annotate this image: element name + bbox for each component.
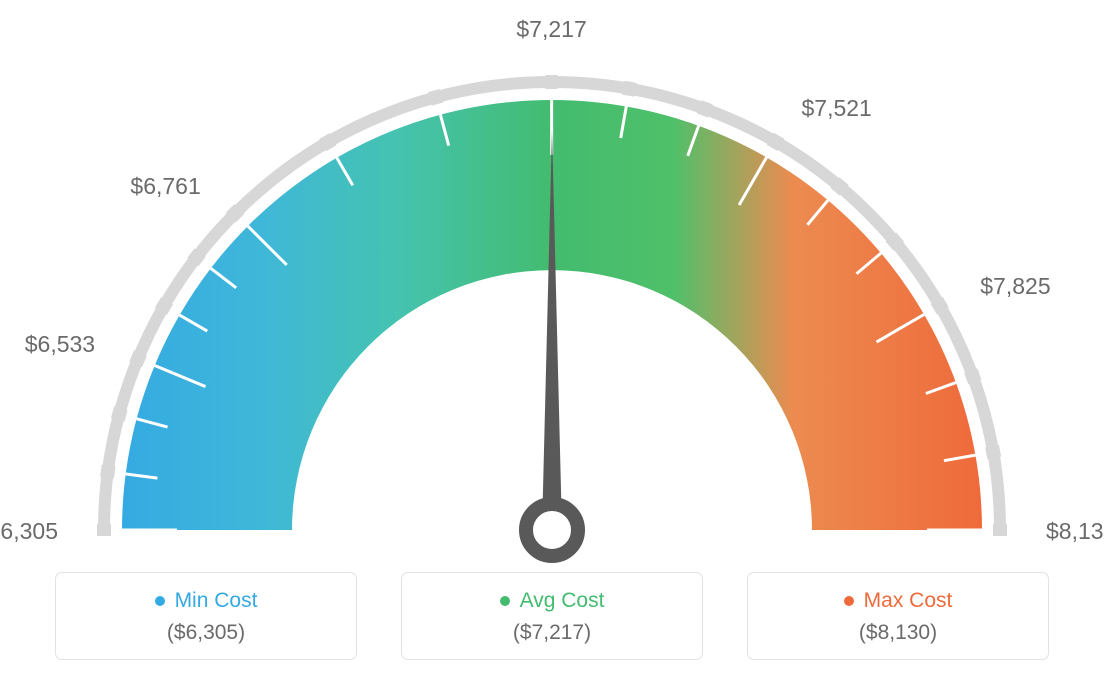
legend-title-max: Max Cost [844, 589, 953, 613]
gauge-tick-label: $6,761 [121, 173, 201, 200]
legend-box-avg: Avg Cost ($7,217) [401, 572, 703, 660]
legend-box-min: Min Cost ($6,305) [55, 572, 357, 660]
legend-title-min: Min Cost [155, 589, 258, 613]
gauge-svg [22, 20, 1082, 580]
legend-box-max: Max Cost ($8,130) [747, 572, 1049, 660]
gauge-tick-label: $7,825 [980, 273, 1050, 300]
gauge-tick-label: $8,130 [1046, 518, 1104, 545]
cost-gauge-chart: { "chart": { "type": "gauge", "backgroun… [0, 0, 1104, 690]
gauge-tick-label: $7,521 [802, 95, 872, 122]
legend-label: Min Cost [175, 589, 258, 613]
legend-row: Min Cost ($6,305) Avg Cost ($7,217) Max Cost… [0, 572, 1104, 660]
gauge-tick-label: $6,533 [15, 331, 95, 358]
gauge-hub [526, 504, 578, 556]
gauge-tick-label: $6,305 [0, 518, 58, 545]
gauge-tick-label: $7,217 [512, 16, 592, 43]
legend-dot-min [155, 596, 165, 606]
legend-dot-avg [500, 596, 510, 606]
gauge-area: $6,305 $6,533 $6,761 $7,217 $7,521 $7,825 $8,1… [0, 0, 1104, 560]
legend-value: ($7,217) [402, 621, 702, 645]
legend-label: Max Cost [864, 589, 953, 613]
legend-value: ($8,130) [748, 621, 1048, 645]
legend-label: Avg Cost [520, 589, 605, 613]
legend-title-avg: Avg Cost [500, 589, 605, 613]
legend-value: ($6,305) [56, 621, 356, 645]
legend-dot-max [844, 596, 854, 606]
